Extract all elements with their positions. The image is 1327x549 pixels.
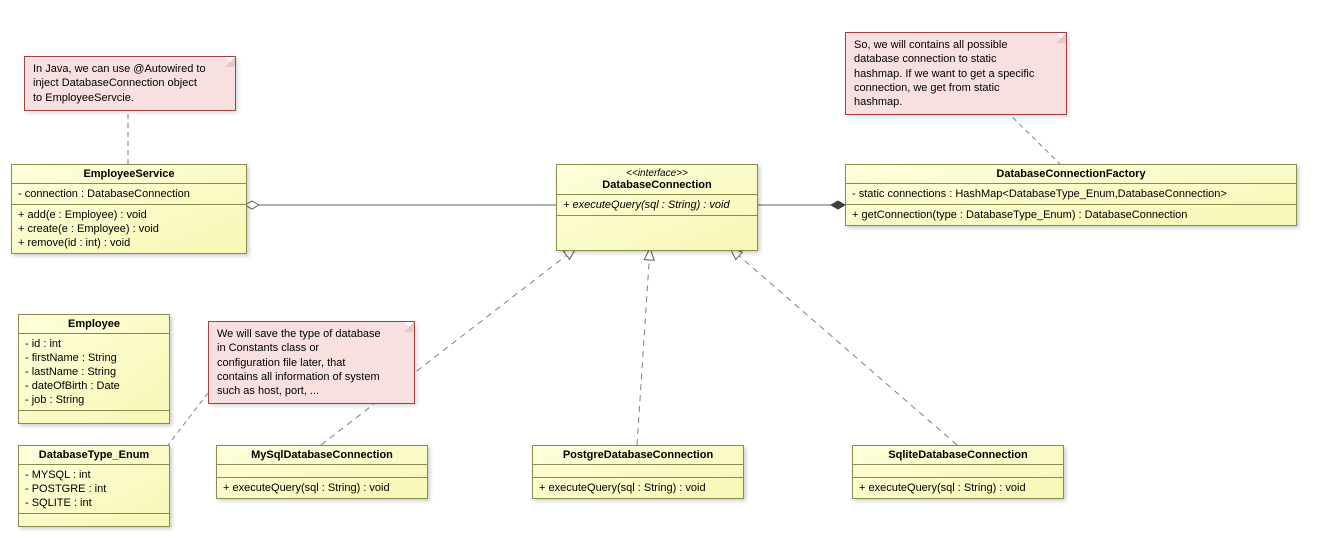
attr: - dateOfBirth : Date: [25, 379, 163, 393]
op: + add(e : Employee) : void: [18, 208, 240, 222]
class-ops: + add(e : Employee) : void + create(e : …: [12, 205, 246, 253]
note-line: We will save the type of database: [217, 327, 406, 341]
class-ops: + executeQuery(sql : String) : void: [853, 478, 1063, 498]
note-line: In Java, we can use @Autowired to: [33, 62, 227, 76]
note-line: hashmap. If we want to get a specific: [854, 67, 1058, 81]
op: + executeQuery(sql : String) : void: [859, 481, 1057, 495]
class-title: PostgreDatabaseConnection: [533, 446, 743, 465]
note-line: inject DatabaseConnection object: [33, 76, 227, 90]
class-employee-service: EmployeeService - connection : DatabaseC…: [11, 164, 247, 254]
class-ops: + getConnection(type : DatabaseType_Enum…: [846, 205, 1296, 225]
op: + getConnection(type : DatabaseType_Enum…: [852, 208, 1290, 222]
class-title: MySqlDatabaseConnection: [217, 446, 427, 465]
class-employee: Employee - id : int - firstName : String…: [18, 314, 170, 424]
attr: - firstName : String: [25, 351, 163, 365]
op: + executeQuery(sql : String) : void: [223, 481, 421, 495]
note-line: contains all information of system: [217, 370, 406, 384]
class-ops: + executeQuery(sql : String) : void: [533, 478, 743, 498]
empty-section: [557, 216, 757, 250]
empty-section: [853, 465, 1063, 478]
note-constants: We will save the type of database in Con…: [208, 321, 415, 404]
op: + executeQuery(sql : String) : void: [563, 198, 751, 212]
op: + executeQuery(sql : String) : void: [539, 481, 737, 495]
empty-section: [533, 465, 743, 478]
empty-section: [19, 411, 169, 423]
note-line: configuration file later, that: [217, 356, 406, 370]
class-title: Employee: [19, 315, 169, 334]
class-title: SqliteDatabaseConnection: [853, 446, 1063, 465]
note-line: in Constants class or: [217, 341, 406, 355]
note-autowired: In Java, we can use @Autowired to inject…: [24, 56, 236, 111]
op: + create(e : Employee) : void: [18, 222, 240, 236]
class-attrs: - id : int - firstName : String - lastNa…: [19, 334, 169, 411]
attr: - connection : DatabaseConnection: [18, 187, 240, 201]
class-attrs: - connection : DatabaseConnection: [12, 184, 246, 205]
class-title: DatabaseConnection: [557, 179, 757, 195]
class-database-type-enum: DatabaseType_Enum - MYSQL : int - POSTGR…: [18, 445, 170, 527]
attr: - lastName : String: [25, 365, 163, 379]
class-attrs: - static connections : HashMap<DatabaseT…: [846, 184, 1296, 205]
class-mysql-connection: MySqlDatabaseConnection + executeQuery(s…: [216, 445, 428, 499]
class-database-connection: <<interface>> DatabaseConnection + execu…: [556, 164, 758, 251]
class-title: DatabaseType_Enum: [19, 446, 169, 465]
class-postgre-connection: PostgreDatabaseConnection + executeQuery…: [532, 445, 744, 499]
empty-section: [217, 465, 427, 478]
class-sqlite-connection: SqliteDatabaseConnection + executeQuery(…: [852, 445, 1064, 499]
note-hashmap: So, we will contains all possible databa…: [845, 32, 1067, 115]
note-line: So, we will contains all possible: [854, 38, 1058, 52]
stereotype: <<interface>>: [557, 165, 757, 179]
note-line: to EmployeeServcie.: [33, 91, 227, 105]
attr: - POSTGRE : int: [25, 482, 163, 496]
class-title: DatabaseConnectionFactory: [846, 165, 1296, 184]
class-database-connection-factory: DatabaseConnectionFactory - static conne…: [845, 164, 1297, 226]
class-ops: + executeQuery(sql : String) : void: [217, 478, 427, 498]
class-attrs: - MYSQL : int - POSTGRE : int - SQLITE :…: [19, 465, 169, 514]
note-line: hashmap.: [854, 95, 1058, 109]
attr: - static connections : HashMap<DatabaseT…: [852, 187, 1290, 201]
attr: - job : String: [25, 393, 163, 407]
class-ops: + executeQuery(sql : String) : void: [557, 195, 757, 216]
attr: - SQLITE : int: [25, 496, 163, 510]
attr: - id : int: [25, 337, 163, 351]
op: + remove(id : int) : void: [18, 236, 240, 250]
note-line: database connection to static: [854, 52, 1058, 66]
class-title: EmployeeService: [12, 165, 246, 184]
note-line: such as host, port, ...: [217, 384, 406, 398]
note-line: connection, we get from static: [854, 81, 1058, 95]
empty-section: [19, 514, 169, 526]
attr: - MYSQL : int: [25, 468, 163, 482]
